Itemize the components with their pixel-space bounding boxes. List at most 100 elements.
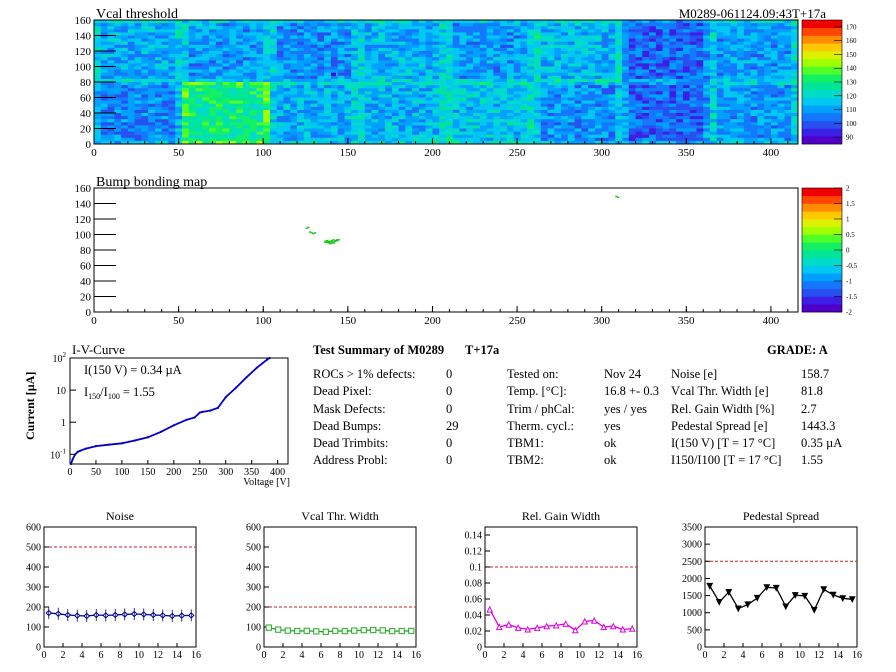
heatmap-cell: [161, 41, 169, 45]
heatmap-cell: [100, 23, 108, 27]
heatmap-cell: [398, 82, 406, 86]
heatmap-cell: [473, 100, 481, 104]
heatmap-cell: [554, 57, 562, 61]
heatmap-cell: [107, 75, 115, 80]
heatmap-cell: [161, 85, 169, 89]
heatmap-cell: [635, 32, 643, 36]
heatmap-cell: [263, 119, 271, 123]
result-label: I150/I100 [T = 17 °C]: [671, 453, 782, 467]
heatmap-cell: [513, 94, 521, 98]
heatmap-cell: [608, 75, 616, 80]
heatmap-cell: [215, 137, 223, 142]
iv-data-point: [84, 447, 87, 450]
heatmap-cell: [148, 47, 156, 52]
heatmap-cell: [94, 122, 101, 126]
heatmap-cell: [547, 72, 555, 76]
heatmap-cell: [107, 106, 115, 111]
heatmap-cell: [676, 75, 684, 80]
heatmap-cell: [662, 116, 670, 120]
heatmap-cell: [527, 63, 535, 67]
y-tick-label: 600: [246, 523, 261, 534]
heatmap-cell: [439, 20, 447, 24]
heatmap-cell: [588, 54, 596, 58]
heatmap-cell: [635, 122, 643, 126]
heatmap-cell: [594, 97, 602, 101]
heatmap-cell: [649, 116, 657, 120]
x-tick-label: 350: [678, 315, 695, 327]
heatmap-cell: [662, 125, 670, 129]
heatmap-cell: [242, 41, 250, 45]
heatmap-cell: [527, 69, 535, 73]
heatmap-cell: [689, 128, 697, 132]
heatmap-cell: [418, 88, 426, 92]
heatmap-cell: [412, 60, 420, 64]
heatmap-cell: [141, 60, 149, 64]
heatmap-cell: [784, 91, 792, 95]
heatmap-cell: [127, 85, 135, 89]
heatmap-cell: [141, 103, 149, 107]
heatmap-cell: [750, 35, 758, 39]
heatmap-cell: [554, 41, 562, 45]
heatmap-cell: [215, 57, 223, 61]
heatmap-cell: [676, 47, 684, 52]
heatmap-cell: [737, 57, 745, 61]
heatmap-cell: [534, 23, 541, 27]
dead-bump-pixel: [329, 240, 332, 243]
heatmap-cell: [764, 41, 772, 45]
x-tick-label: 14: [833, 650, 843, 661]
heatmap-cell: [608, 63, 616, 67]
heatmap-cell: [324, 72, 332, 76]
heatmap-cell: [94, 35, 101, 39]
heatmap-cell: [236, 47, 244, 52]
heatmap-cell: [588, 140, 596, 145]
heatmap-cell: [405, 103, 413, 107]
heatmap-cell: [378, 109, 386, 114]
heatmap-cell: [642, 35, 650, 39]
heatmap-cell: [642, 60, 650, 64]
heatmap-cell: [466, 116, 474, 120]
heatmap-cell: [432, 47, 440, 52]
heatmap-cell: [317, 44, 325, 49]
heatmap-cell: [364, 119, 372, 123]
y-tick-label: 0.06: [465, 595, 483, 606]
heatmap-cell: [344, 134, 352, 138]
heatmap-cell: [439, 72, 447, 76]
heatmap-cell: [601, 103, 609, 107]
heatmap-cell: [127, 137, 135, 142]
heatmap-cell: [371, 35, 379, 39]
heatmap-cell: [628, 119, 636, 123]
heatmap-cell: [628, 116, 636, 120]
heatmap-cell: [107, 20, 115, 24]
heatmap-cell: [303, 72, 311, 76]
heatmap-cell: [743, 47, 751, 52]
heatmap-cell: [405, 72, 413, 76]
heatmap-cell: [290, 66, 298, 70]
heatmap-cell: [547, 119, 555, 123]
heatmap-cell: [777, 23, 785, 27]
heatmap-cell: [134, 97, 142, 101]
heatmap-cell: [256, 122, 264, 126]
heatmap-cell: [297, 97, 305, 101]
data-point: [571, 626, 579, 634]
heatmap-cell: [229, 91, 237, 95]
heatmap-cell: [452, 41, 460, 45]
heatmap-cell: [716, 122, 724, 126]
heatmap-cell: [710, 113, 717, 117]
y-tick-label: 100: [246, 623, 261, 634]
heatmap-cell: [391, 75, 399, 80]
heatmap-cell: [581, 109, 589, 114]
heatmap-cell: [784, 113, 792, 117]
heatmap-cell: [703, 119, 711, 123]
heatmap-cell: [764, 113, 772, 117]
heatmap-cell: [459, 35, 467, 39]
heatmap-cell: [588, 131, 596, 135]
heatmap-cell: [114, 29, 122, 33]
heatmap-cell: [337, 103, 345, 107]
heatmap-cell: [452, 140, 460, 145]
iv-data-point: [224, 396, 227, 399]
heatmap-cell: [588, 75, 596, 80]
heatmap-cell: [161, 57, 169, 61]
heatmap-cell: [236, 131, 244, 135]
heatmap-cell: [182, 23, 189, 27]
heatmap-cell: [703, 103, 711, 107]
